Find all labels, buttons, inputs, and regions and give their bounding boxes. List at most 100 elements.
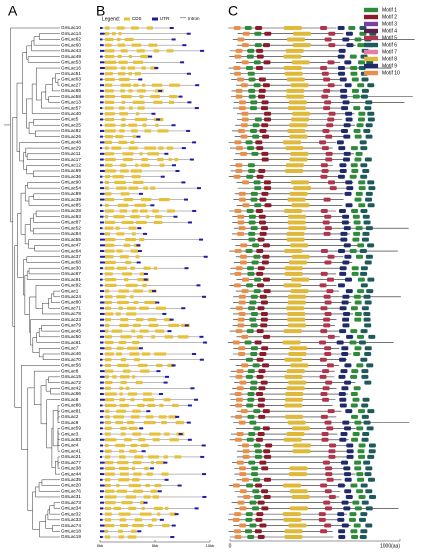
- gene-label: GmLac20: [61, 483, 81, 488]
- motif: [291, 117, 310, 122]
- cds: [120, 89, 125, 93]
- motif: [253, 83, 261, 88]
- motif: [338, 209, 346, 214]
- motif: [359, 140, 367, 145]
- gene-label: GmLac42: [61, 386, 81, 391]
- motif: [246, 209, 254, 214]
- motif: [241, 477, 249, 482]
- cds: [105, 415, 110, 419]
- motif: [287, 220, 306, 225]
- motif: [354, 506, 362, 511]
- cds: [153, 100, 163, 104]
- utr: [100, 267, 103, 270]
- utr: [100, 364, 103, 367]
- cds: [167, 209, 175, 213]
- cds: [149, 432, 161, 436]
- motif: [320, 249, 328, 254]
- motif: [288, 226, 307, 231]
- motif: [346, 454, 354, 459]
- utr: [164, 152, 169, 155]
- utr: [100, 387, 104, 390]
- motif: [260, 226, 268, 231]
- motif: [324, 226, 332, 231]
- cds: [105, 483, 111, 488]
- motif: [339, 271, 347, 276]
- cds: [123, 157, 133, 162]
- cds: [140, 54, 149, 59]
- motif: [343, 151, 351, 156]
- utr: [150, 204, 155, 207]
- motif: [327, 60, 335, 65]
- cds: [142, 398, 155, 402]
- cds: [124, 37, 134, 42]
- gene-label: GmLac33: [61, 517, 81, 522]
- motif: [323, 294, 331, 299]
- motif: [250, 191, 258, 196]
- motif: [352, 214, 360, 219]
- cds: [168, 323, 180, 327]
- cds: [172, 403, 179, 408]
- cds: [145, 415, 154, 419]
- gene-label: GmLac3: [61, 431, 79, 436]
- utr: [100, 181, 103, 184]
- cds: [130, 169, 142, 173]
- cds: [161, 472, 169, 476]
- motif: [235, 168, 243, 173]
- utr: [100, 135, 103, 138]
- gene-label: GmLac44: [61, 471, 81, 476]
- motif: [232, 483, 240, 488]
- motif: [345, 31, 353, 36]
- motif: [351, 535, 359, 539]
- motif: [235, 163, 243, 168]
- motif: [249, 523, 257, 528]
- cds: [116, 232, 125, 236]
- gene-label: GmLac56: [61, 363, 81, 368]
- cds: [118, 32, 122, 36]
- cds: [130, 443, 138, 448]
- motif: [346, 334, 354, 339]
- motif: [341, 351, 349, 356]
- motif: [264, 31, 272, 36]
- motif: [342, 100, 350, 105]
- motif: [340, 94, 348, 99]
- motif: [247, 392, 255, 397]
- cds: [132, 409, 141, 413]
- motif: [361, 306, 369, 311]
- motif: [339, 397, 347, 402]
- cds: [119, 398, 125, 402]
- cds: [133, 300, 139, 305]
- gene-label: GmLac87: [61, 220, 81, 225]
- motif: [339, 168, 347, 173]
- utr: [192, 141, 197, 144]
- cds: [167, 363, 175, 368]
- motif: [367, 454, 375, 459]
- gene-label: GmLac27: [61, 82, 81, 87]
- motif: [320, 414, 328, 419]
- cds: [139, 501, 145, 505]
- utr: [100, 198, 105, 201]
- gene-label: GmLac50: [61, 334, 81, 339]
- cds: [169, 438, 179, 442]
- utr: [100, 438, 105, 441]
- utr: [100, 484, 105, 487]
- cds: [105, 449, 112, 453]
- cds: [132, 323, 141, 327]
- cds: [131, 232, 136, 236]
- motif: [255, 483, 263, 488]
- cds: [120, 380, 127, 385]
- cds: [118, 77, 130, 82]
- cds: [105, 72, 113, 76]
- motif: [255, 26, 263, 30]
- cds: [105, 346, 112, 350]
- cds: [161, 421, 167, 425]
- motif: [353, 523, 361, 528]
- cds: [133, 289, 143, 293]
- utr: [100, 204, 103, 207]
- motif: [253, 289, 261, 294]
- utr: [137, 250, 142, 253]
- cds: [117, 43, 126, 47]
- cds: [116, 352, 122, 356]
- cds: [130, 295, 134, 299]
- motif: [318, 340, 326, 345]
- gene-label: GmLac8: [61, 368, 79, 373]
